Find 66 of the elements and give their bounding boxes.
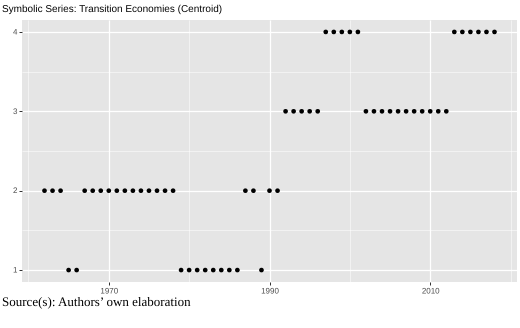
point (372, 108, 376, 114)
point (396, 108, 400, 114)
point (106, 188, 112, 194)
point (58, 188, 63, 194)
point (267, 188, 272, 194)
point (218, 268, 224, 272)
point (323, 30, 328, 34)
point (364, 108, 368, 114)
point (162, 188, 168, 194)
point (251, 188, 256, 194)
point (275, 188, 280, 194)
point (356, 30, 360, 34)
point (210, 268, 216, 272)
point (307, 108, 312, 114)
point (154, 188, 160, 194)
point (348, 30, 352, 34)
y-tick-label: 4 (13, 27, 18, 36)
point (90, 188, 96, 194)
point (404, 108, 408, 114)
chart-title: Symbolic Series: Transition Economies (Centroid) (2, 4, 222, 15)
point (299, 108, 304, 114)
point (50, 188, 55, 194)
point (339, 30, 344, 34)
source-note: Source(s): Authors’ own elaboration (2, 294, 192, 309)
point (315, 108, 320, 114)
point (331, 30, 336, 34)
point (259, 268, 264, 272)
point (428, 108, 433, 114)
x-tick-label: 1990 (261, 286, 280, 296)
point (202, 268, 208, 272)
point (114, 188, 120, 194)
point (468, 30, 473, 34)
point (388, 108, 392, 114)
y-tick-label: 2 (13, 186, 18, 196)
point (178, 268, 184, 272)
point (170, 188, 176, 194)
x-tick-label: 2010 (422, 286, 440, 296)
point (194, 268, 200, 272)
x-tick-label: 1970 (100, 286, 119, 296)
point (412, 108, 416, 114)
point (283, 108, 288, 114)
point (122, 188, 128, 194)
point (130, 188, 136, 194)
point (138, 188, 144, 194)
point (492, 30, 497, 34)
point (66, 268, 71, 272)
point (460, 30, 465, 34)
point (98, 188, 104, 194)
point (243, 188, 248, 194)
point (226, 268, 232, 272)
point (291, 108, 296, 114)
point (146, 188, 152, 194)
y-tick-label: 1 (13, 266, 18, 275)
point (420, 108, 425, 114)
point (42, 188, 47, 194)
point (476, 30, 481, 34)
point (436, 108, 441, 114)
point (452, 30, 457, 34)
point (186, 268, 192, 272)
point (444, 108, 449, 114)
point (484, 30, 489, 34)
point (380, 108, 384, 114)
point (235, 268, 240, 272)
point (82, 188, 88, 194)
point (74, 268, 79, 272)
y-tick-label: 3 (13, 106, 18, 116)
